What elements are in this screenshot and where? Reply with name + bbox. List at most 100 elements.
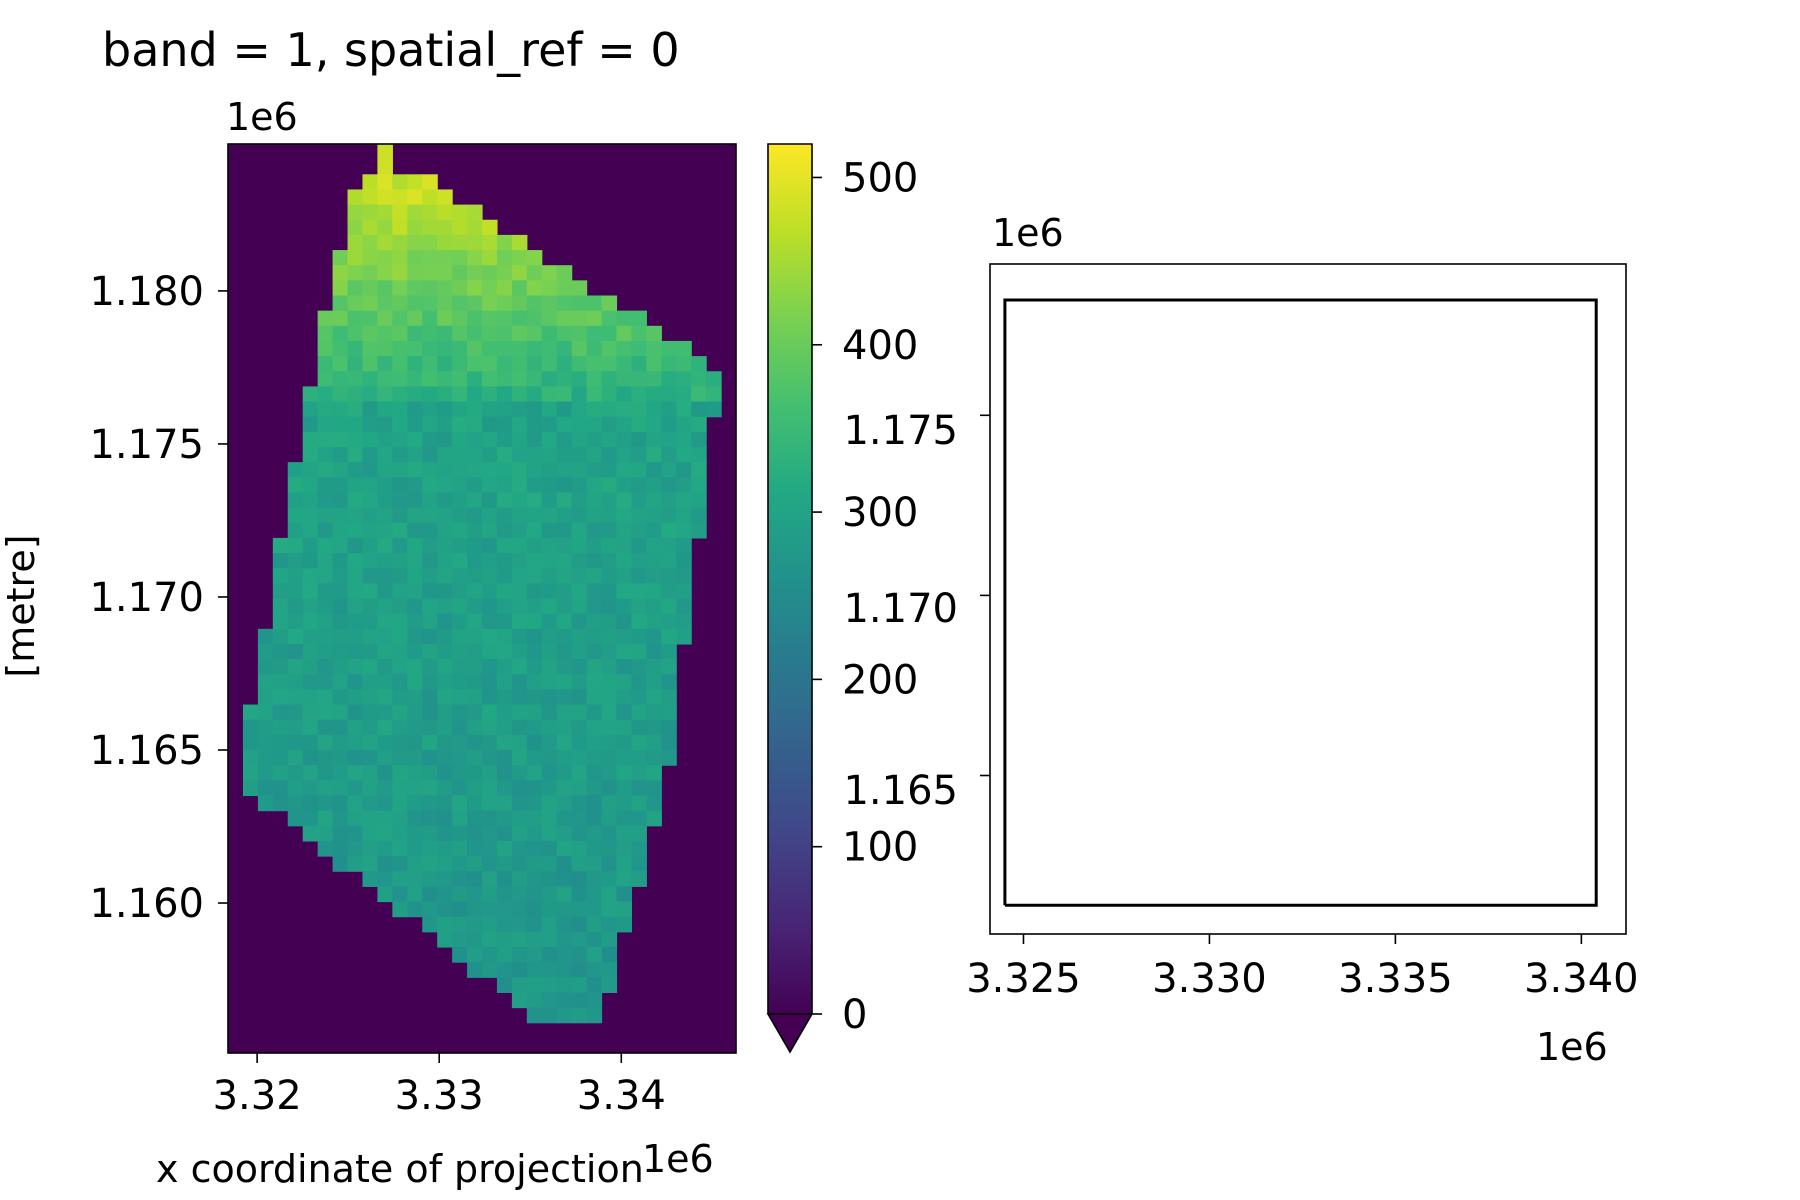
heatmap-cell xyxy=(287,795,304,812)
heatmap-cell xyxy=(317,613,334,630)
heatmap-cell xyxy=(661,431,677,448)
heatmap-cell xyxy=(392,765,408,781)
heatmap-cell xyxy=(392,386,408,403)
heatmap-cell xyxy=(571,553,588,569)
heatmap-cell xyxy=(556,750,573,766)
heatmap-cell xyxy=(347,643,364,660)
heatmap-cell xyxy=(586,946,603,963)
heatmap-cell xyxy=(631,704,647,721)
heatmap-cell xyxy=(631,689,647,706)
heatmap-cell xyxy=(302,477,319,494)
heatmap-cell xyxy=(422,765,438,781)
heatmap-cell xyxy=(482,598,498,615)
heatmap-cell xyxy=(496,780,513,797)
heatmap-cell xyxy=(377,719,393,736)
heatmap-cell xyxy=(422,189,438,206)
heatmap-cell xyxy=(526,356,543,372)
heatmap-cell xyxy=(467,219,483,236)
heatmap-cell xyxy=(467,962,483,978)
heatmap-cell xyxy=(646,416,662,433)
heatmap-cell xyxy=(571,734,588,751)
heatmap-cell xyxy=(257,780,274,797)
heatmap-cell xyxy=(377,265,393,281)
heatmap-cell xyxy=(541,734,558,751)
heatmap-cell xyxy=(302,643,319,660)
heatmap-cell xyxy=(377,568,393,584)
heatmap-cell xyxy=(317,765,334,781)
heatmap-cell xyxy=(332,674,349,690)
heatmap-cell xyxy=(661,674,677,690)
heatmap-cell xyxy=(586,780,603,797)
heatmap-cell xyxy=(437,477,453,494)
heatmap-cell xyxy=(601,325,618,342)
heatmap-cell xyxy=(422,916,438,933)
heatmap-cell xyxy=(482,674,498,690)
heatmap-cell xyxy=(317,750,334,766)
heatmap-cell xyxy=(347,189,364,206)
heatmap-cell xyxy=(691,386,707,403)
heatmap-cell xyxy=(586,295,603,312)
x-tick-label: 3.330 xyxy=(1152,956,1267,1002)
heatmap-cell xyxy=(467,204,483,221)
heatmap-cell xyxy=(541,916,558,933)
heatmap-cell xyxy=(467,537,483,554)
heatmap-cell xyxy=(422,280,438,297)
heatmap-cell xyxy=(541,825,558,842)
heatmap-cell xyxy=(571,840,588,857)
heatmap-cell xyxy=(556,371,573,387)
heatmap-cell xyxy=(616,750,633,766)
heatmap-cell xyxy=(437,886,453,903)
heatmap-frame xyxy=(227,143,737,1054)
heatmap-cell xyxy=(317,371,334,387)
heatmap-cell xyxy=(511,916,528,933)
heatmap-cell xyxy=(302,537,319,554)
overlay-y-tick-label: 1.175 xyxy=(843,408,958,454)
heatmap-cell xyxy=(661,462,677,478)
heatmap-cell xyxy=(556,643,573,660)
heatmap-cell xyxy=(496,522,513,539)
heatmap-cell xyxy=(646,477,662,494)
heatmap-cell xyxy=(556,598,573,615)
heatmap-cell xyxy=(482,946,498,963)
heatmap-cell xyxy=(541,704,558,721)
heatmap-cell xyxy=(526,447,543,463)
heatmap-cell xyxy=(586,492,603,509)
heatmap-cell xyxy=(526,765,543,781)
heatmap-cell xyxy=(541,386,558,403)
heatmap-cell xyxy=(392,265,408,281)
heatmap-cell xyxy=(586,522,603,539)
heatmap-cell xyxy=(362,416,379,433)
heatmap-cell xyxy=(347,689,364,706)
heatmap-cell xyxy=(601,840,618,857)
heatmap-cell xyxy=(511,598,528,615)
heatmap-cell xyxy=(332,356,349,372)
heatmap-cell xyxy=(332,416,349,433)
heatmap-cell xyxy=(422,780,438,797)
heatmap-cell xyxy=(452,916,468,933)
heatmap-cell xyxy=(586,871,603,887)
heatmap-cell xyxy=(661,507,677,524)
heatmap-cell xyxy=(437,613,453,630)
heatmap-cell xyxy=(616,871,633,887)
heatmap-cell xyxy=(257,659,274,675)
heatmap-cell xyxy=(556,295,573,312)
heatmap-cell xyxy=(601,568,618,584)
heatmap-cell xyxy=(437,719,453,736)
heatmap-cell xyxy=(332,401,349,418)
heatmap-cell xyxy=(362,250,379,266)
heatmap-cell xyxy=(377,386,393,403)
heatmap-cell xyxy=(347,522,364,539)
heatmap-cell xyxy=(541,780,558,797)
heatmap-cell xyxy=(631,371,647,387)
heatmap-cell xyxy=(541,750,558,766)
heatmap-cell xyxy=(706,371,722,387)
heatmap-cell xyxy=(272,537,289,554)
heatmap-cell xyxy=(541,810,558,827)
heatmap-cell xyxy=(676,416,692,433)
heatmap-cell xyxy=(377,174,393,191)
heatmap-cell xyxy=(661,704,677,721)
heatmap-cell xyxy=(422,750,438,766)
heatmap-cell xyxy=(287,810,304,827)
heatmap-cell xyxy=(571,462,588,478)
heatmap-cell xyxy=(362,825,379,842)
